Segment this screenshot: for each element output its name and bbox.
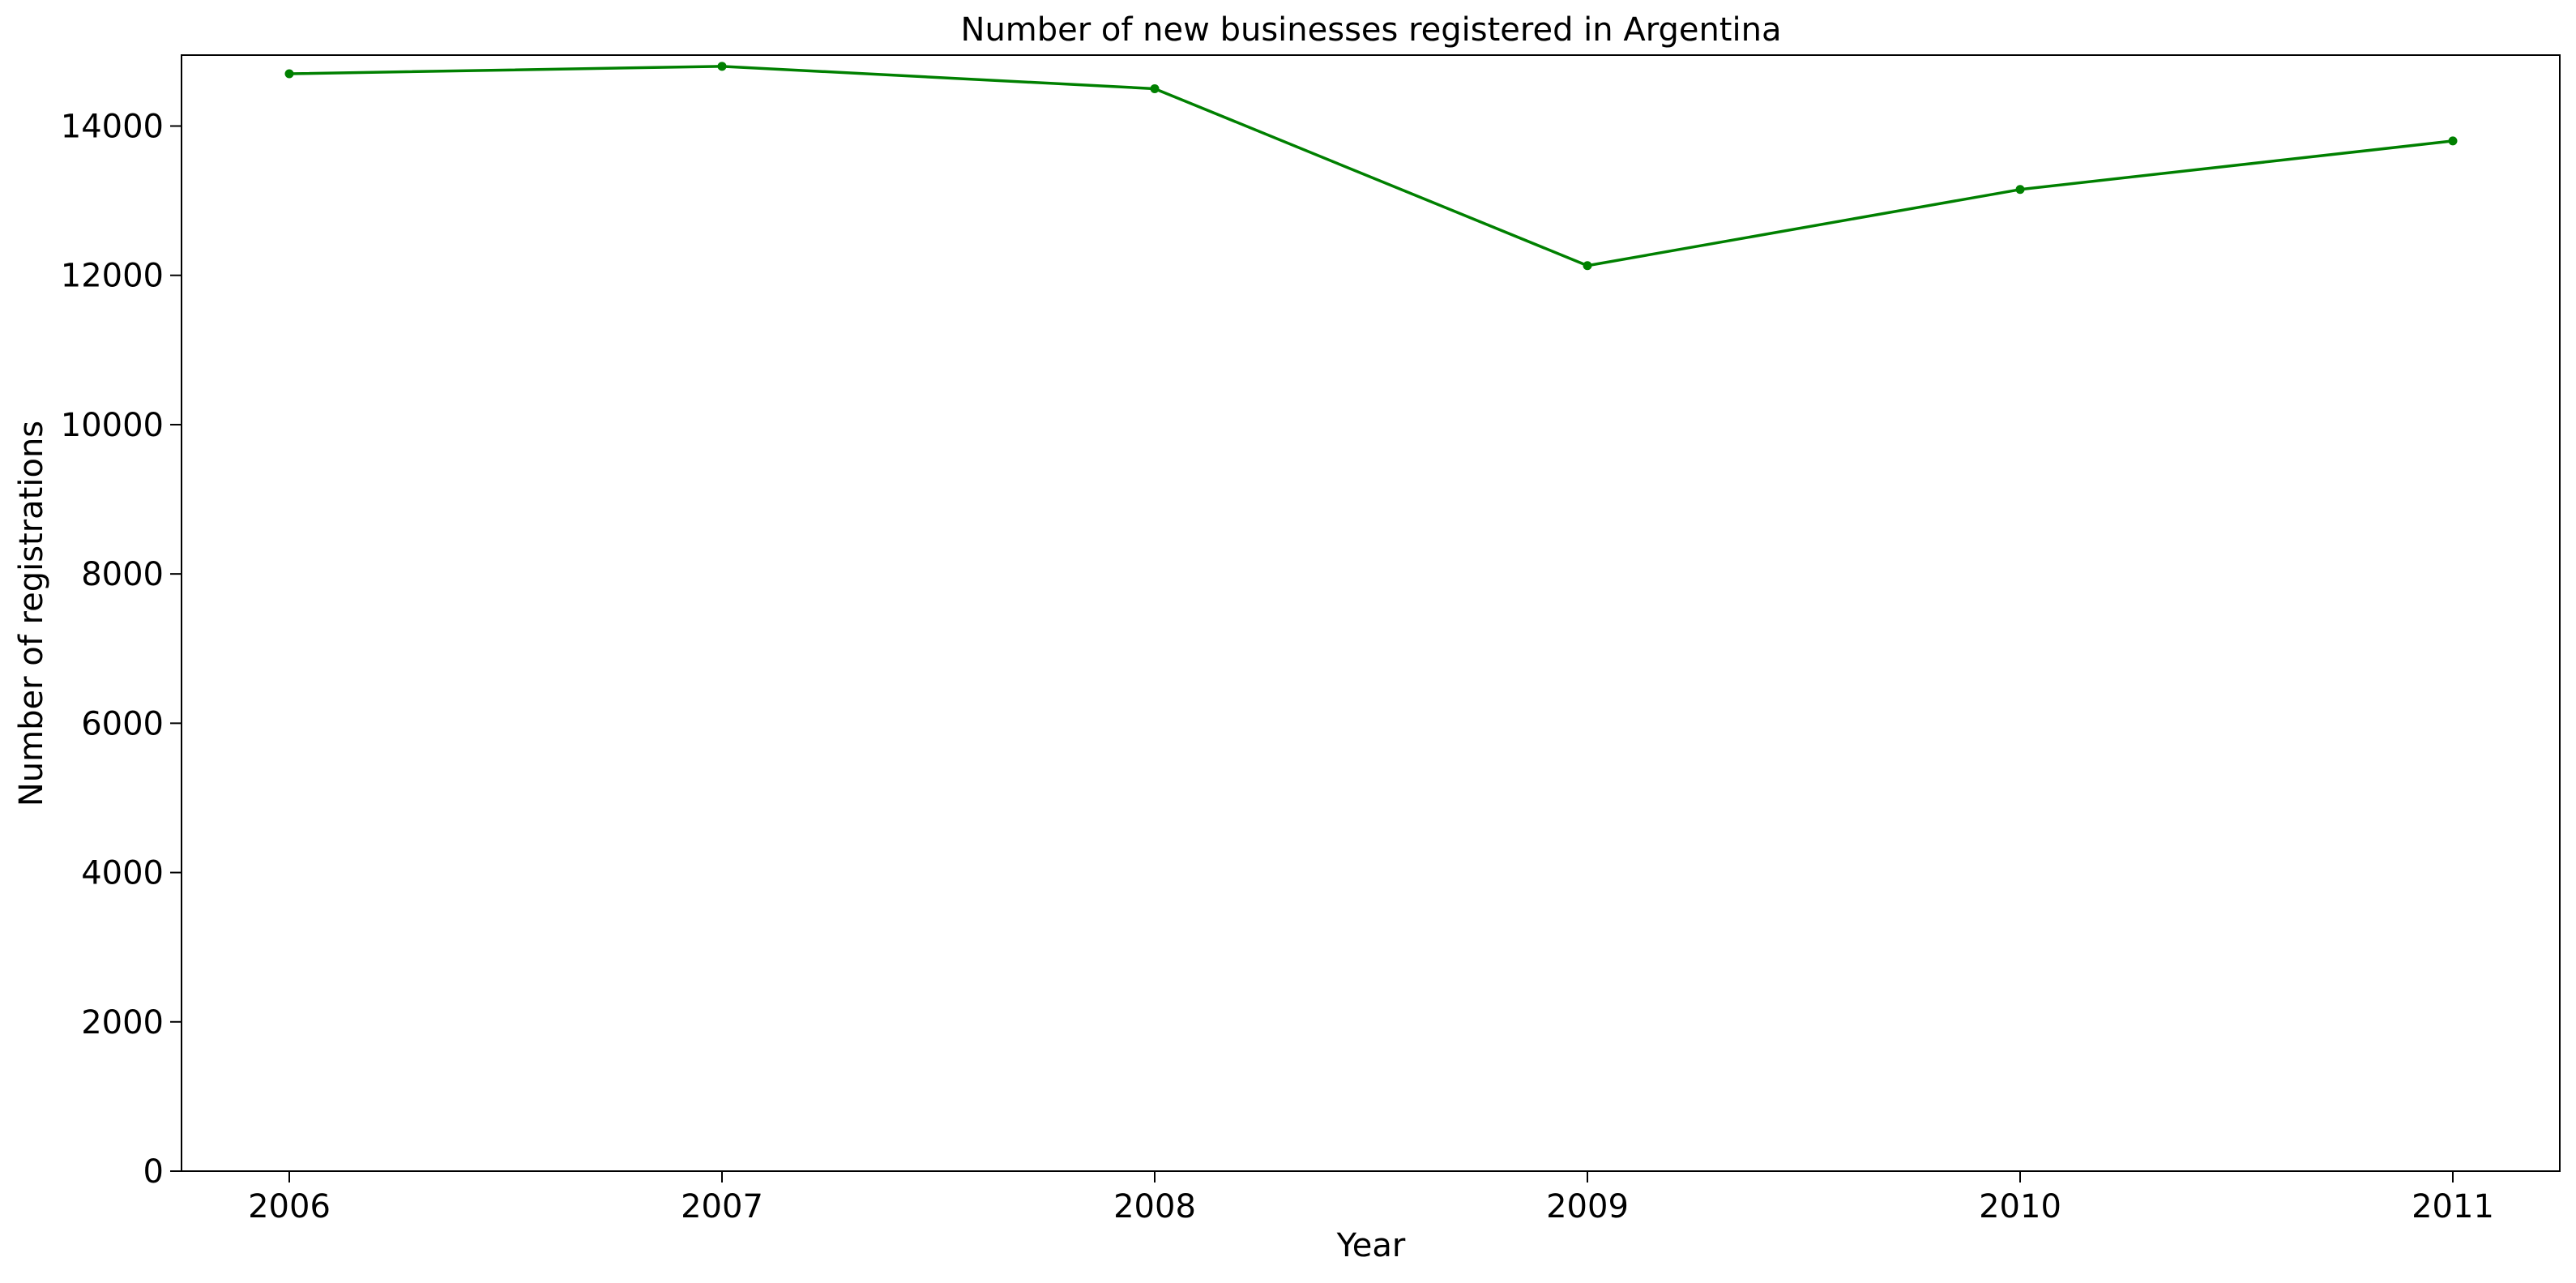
y-tick-label: 6000 [81, 705, 164, 742]
data-point [284, 69, 294, 79]
data-point [1150, 83, 1160, 93]
series-group [284, 62, 2458, 271]
data-point [717, 62, 727, 71]
y-tick-label: 0 [143, 1153, 164, 1191]
y-tick-label: 12000 [61, 258, 164, 295]
x-tick-label: 2008 [1113, 1188, 1196, 1225]
y-tick-label: 2000 [81, 1004, 164, 1041]
x-tick-label: 2010 [1979, 1188, 2061, 1225]
x-tick-label: 2011 [2412, 1188, 2494, 1225]
x-axis-ticks: 2006 2007 2008 2009 2010 2011 [248, 1171, 2494, 1225]
x-tick-label: 2009 [1546, 1188, 1629, 1225]
data-point [2015, 185, 2025, 195]
y-axis-label: Number of registrations [13, 421, 50, 806]
data-point [1583, 261, 1592, 271]
x-tick-label: 2007 [681, 1188, 763, 1225]
x-tick-label: 2006 [248, 1188, 331, 1225]
y-axis-ticks: 0 2000 4000 6000 8000 10000 12000 14000 [61, 109, 182, 1191]
data-point [2448, 136, 2458, 146]
y-tick-label: 4000 [81, 855, 164, 892]
x-axis-label: Year [1336, 1227, 1406, 1264]
y-tick-label: 10000 [61, 407, 164, 444]
chart-title: Number of new businesses registered in A… [961, 11, 1782, 49]
y-tick-label: 8000 [81, 556, 164, 593]
plot-frame [181, 54, 2561, 1172]
y-tick-label: 14000 [61, 109, 164, 146]
series-line [288, 65, 2454, 267]
